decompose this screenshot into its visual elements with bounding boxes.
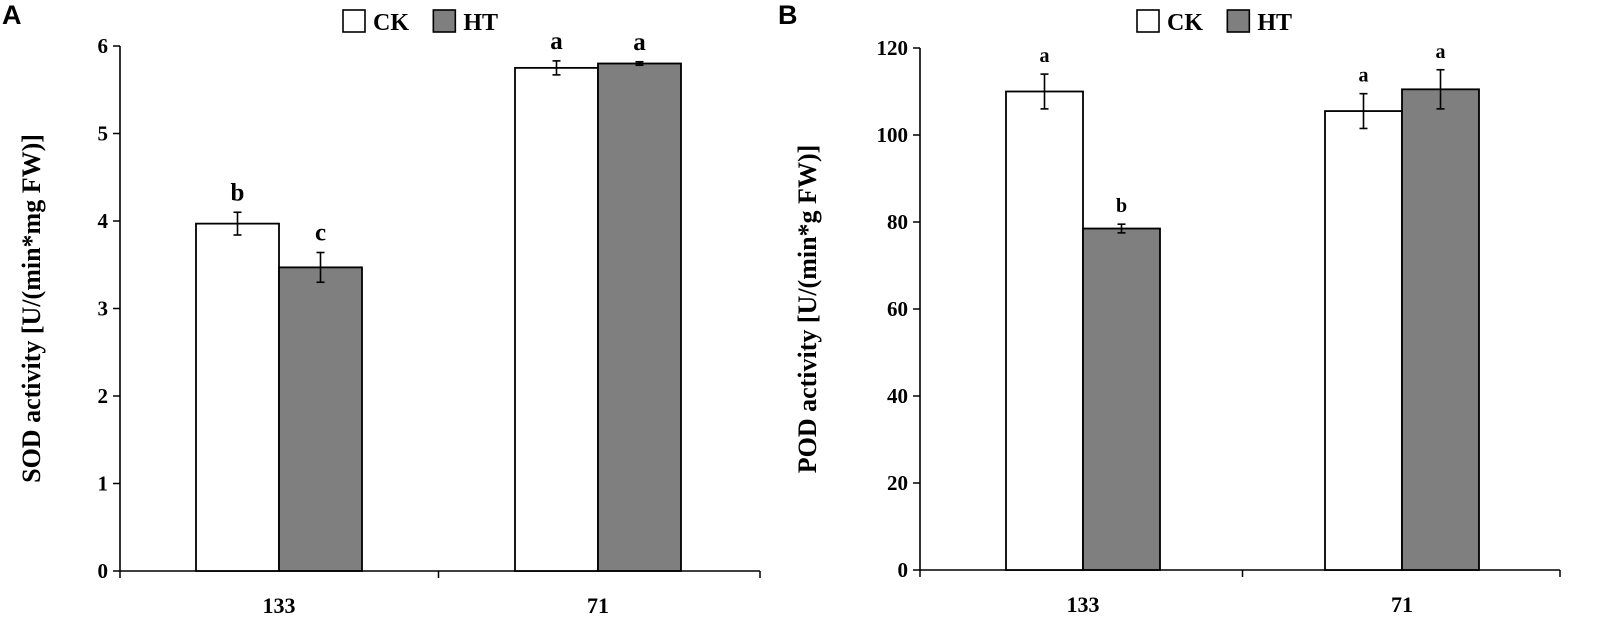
y-tick-label: 5 [98, 122, 109, 146]
x-category-label: 133 [263, 593, 296, 618]
legend-label-ck: CK [1167, 10, 1203, 36]
bar-ck [1324, 110, 1403, 571]
y-axis-label: POD activity [U/(min*g FW)] [793, 145, 822, 474]
legend-label-ck: CK [373, 10, 409, 36]
legend-label-ht: HT [1257, 10, 1292, 36]
y-tick-label: 40 [887, 384, 908, 408]
y-tick-label: 100 [877, 123, 909, 147]
significance-label: a [550, 28, 563, 55]
y-tick-label: 20 [887, 471, 908, 495]
bar-ck [514, 66, 599, 572]
legend-swatch-ht [432, 9, 457, 33]
significance-label: a [1436, 41, 1446, 63]
significance-label: b [1116, 195, 1127, 217]
significance-label: a [1359, 65, 1369, 87]
y-tick-label: 3 [98, 297, 109, 321]
bar-ht [597, 62, 682, 572]
significance-label: a [1040, 45, 1050, 67]
y-tick-label: 0 [98, 559, 109, 583]
x-category-label: 71 [1391, 592, 1413, 617]
x-category-label: 71 [587, 593, 609, 618]
significance-label: c [315, 220, 326, 247]
y-tick-label: 6 [98, 34, 109, 58]
y-tick-label: 2 [98, 384, 109, 408]
x-category-label: 133 [1067, 592, 1100, 617]
y-tick-label: 4 [98, 209, 109, 233]
y-tick-label: 0 [898, 558, 909, 582]
y-axis-label: SOD activity [U/(min*mg FW)] [17, 134, 46, 483]
legend-swatch-ht [1226, 9, 1251, 33]
legend-label-ht: HT [463, 10, 498, 36]
significance-label: a [633, 29, 646, 56]
bar-ht [1082, 227, 1161, 571]
bar-ht [278, 266, 363, 572]
y-tick-label: 120 [877, 36, 909, 60]
legend-swatch-ck [1136, 9, 1160, 33]
y-tick-label: 1 [98, 472, 109, 496]
y-tick-label: 80 [887, 210, 908, 234]
panel-letter-a: A [2, 0, 22, 30]
bar-ht [1401, 88, 1480, 571]
y-tick-label: 60 [887, 297, 908, 321]
bar-ck [1005, 90, 1084, 571]
panel-letter-b: B [778, 0, 798, 30]
legend-swatch-ck [342, 9, 366, 33]
significance-label: b [231, 179, 245, 206]
bar-ck [195, 222, 280, 572]
